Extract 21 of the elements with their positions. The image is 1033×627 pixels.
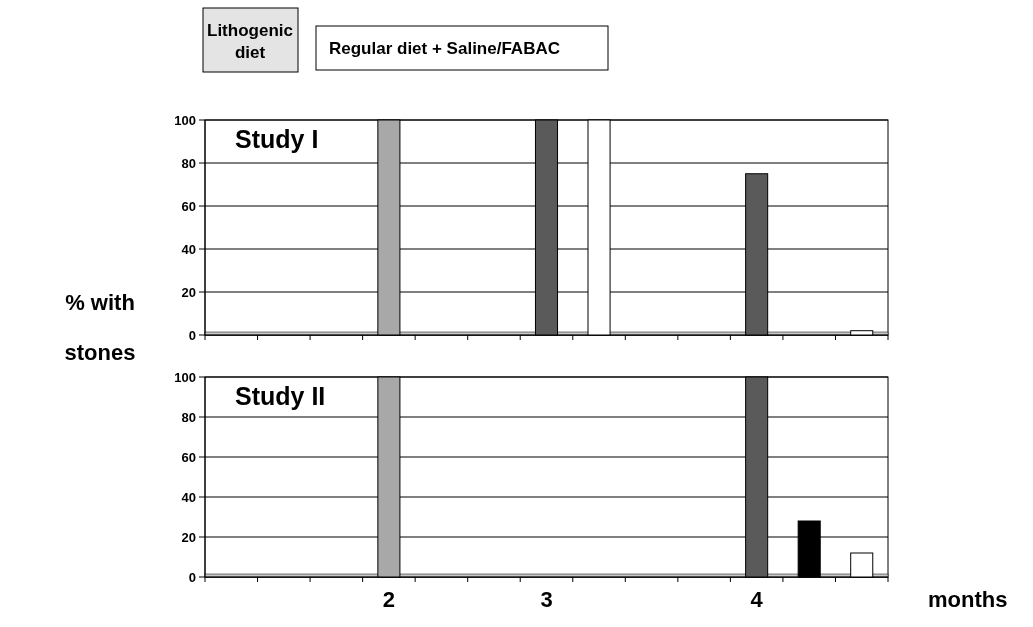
- y-axis-title: % with stones: [64, 290, 136, 365]
- y-tick-label: 60: [181, 198, 196, 214]
- y-tick-label: 40: [181, 241, 196, 257]
- x-axis-title: months: [928, 587, 1008, 612]
- text: Lithogenic diet: [207, 21, 293, 62]
- y-tick-label: 20: [181, 529, 196, 545]
- y-tick-label: 0: [188, 327, 196, 343]
- y-tick-label: 0: [188, 569, 196, 585]
- y-tick-label: 80: [181, 409, 196, 425]
- text: Regular diet + Saline/FABAC: [329, 39, 560, 58]
- x-tick-label: 3: [540, 587, 553, 612]
- y-tick-label: 60: [181, 449, 196, 465]
- chart-title: Study I: [235, 125, 319, 153]
- x-tick-label: 4: [750, 587, 764, 612]
- y-tick-label: 100: [174, 112, 196, 128]
- chart-title: Study II: [235, 382, 326, 410]
- y-tick-label: 20: [181, 284, 196, 300]
- y-tick-label: 100: [174, 369, 196, 385]
- y-tick-label: 80: [181, 155, 196, 171]
- y-tick-label: 40: [181, 489, 196, 505]
- x-tick-label: 2: [382, 587, 396, 612]
